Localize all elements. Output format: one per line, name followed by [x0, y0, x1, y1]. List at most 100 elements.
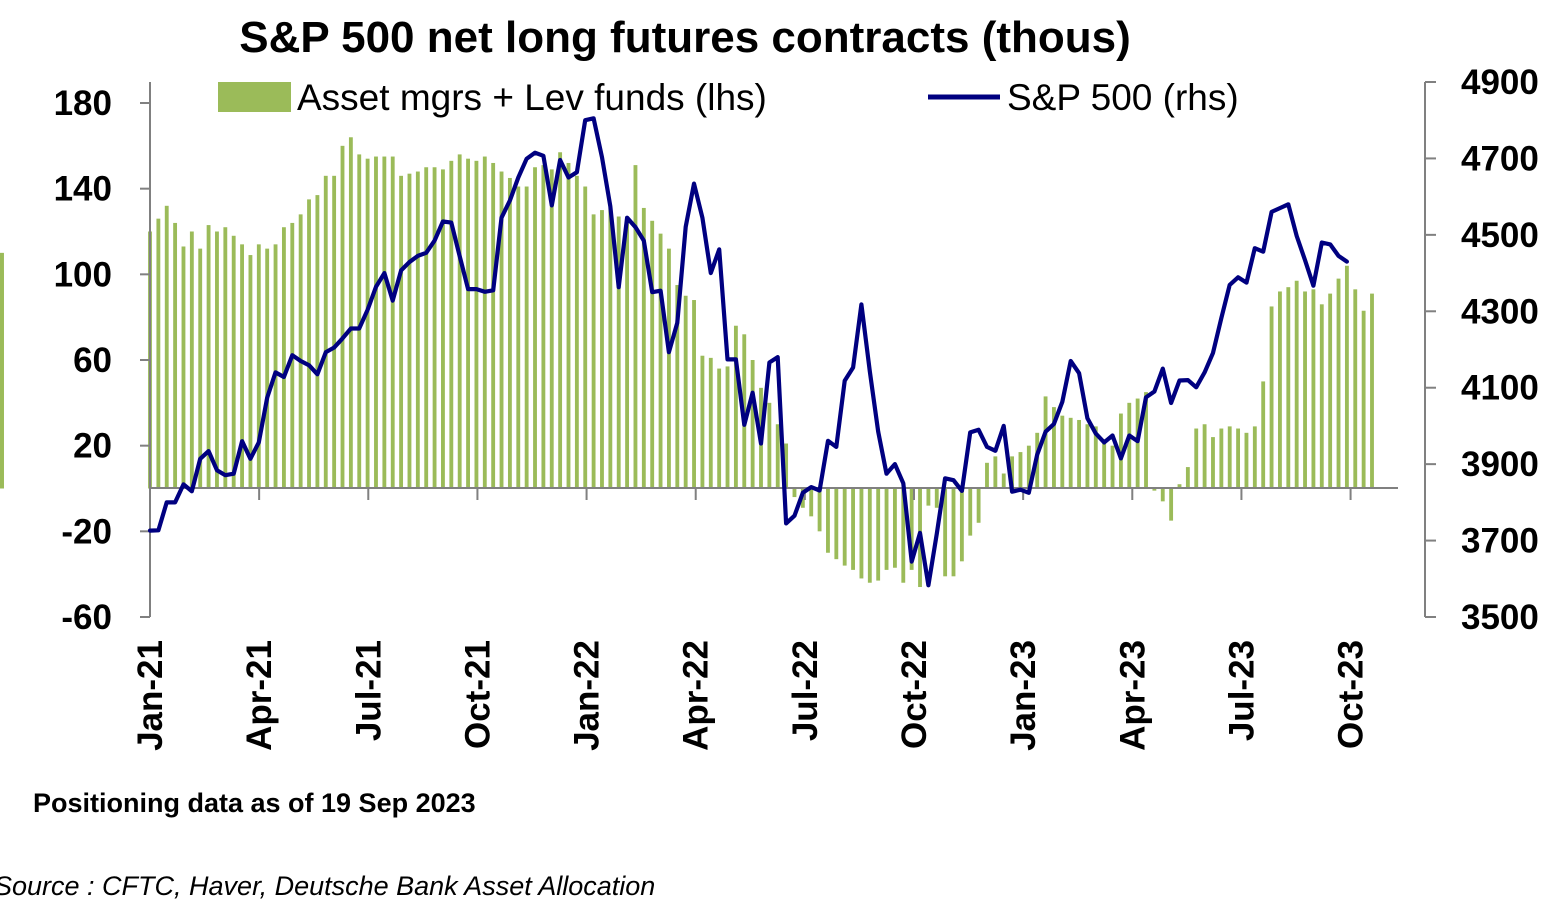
- bar: [1286, 287, 1291, 489]
- bar: [892, 488, 897, 568]
- positioning-note: Positioning data as of 19 Sep 2023: [33, 788, 476, 818]
- bar: [1135, 398, 1140, 489]
- bar: [884, 488, 889, 570]
- bar: [507, 177, 512, 489]
- bar: [156, 218, 161, 489]
- bar: [583, 186, 588, 489]
- bar: [206, 225, 211, 489]
- bar: [1026, 445, 1031, 489]
- bar: [415, 171, 420, 489]
- legend-bar-swatch: [218, 82, 291, 112]
- bar: [926, 488, 931, 506]
- bar: [1144, 392, 1148, 489]
- bar: [658, 233, 663, 489]
- bar: [1001, 473, 1006, 489]
- bar: [1328, 293, 1333, 489]
- bar: [407, 173, 412, 489]
- bar: [725, 366, 730, 489]
- bar: [993, 456, 998, 489]
- bar: [323, 175, 328, 489]
- x-ticks: Jan-21 Apr-21 Jul-21 Oct-21 Jan-22 Apr-22 Jul-…: [131, 488, 1371, 751]
- bar: [1370, 293, 1374, 489]
- bar: [1110, 445, 1115, 489]
- bar: [934, 488, 939, 508]
- chart-title: S&P 500 net long futures contracts (thou…: [239, 13, 1131, 62]
- bar: [574, 175, 579, 489]
- source-note: Source : CFTC, Haver, Deutsche Bank Asse…: [0, 871, 655, 901]
- bar: [0, 252, 4, 489]
- bar: [164, 205, 169, 489]
- bar: [792, 488, 797, 498]
- bar: [909, 488, 914, 570]
- bar: [1344, 265, 1349, 489]
- y-ticks-right: 4900 4700 4500 4300 4100 3900 3700 3500: [1425, 63, 1539, 637]
- x-tick-label: Jul-21: [349, 640, 388, 741]
- x-tick-label: Oct-21: [458, 640, 497, 749]
- bar: [298, 214, 303, 489]
- bar: [943, 488, 948, 577]
- bar: [1118, 413, 1123, 489]
- bar: [1353, 289, 1358, 489]
- legend: Asset mgrs + Lev funds (lhs) S&P 500 (rh…: [218, 77, 1239, 118]
- bar: [1269, 306, 1274, 489]
- bar: [1085, 424, 1090, 489]
- bar: [399, 175, 404, 489]
- y-left-tick-label: -20: [61, 512, 112, 551]
- bar: [625, 216, 630, 489]
- bar: [1052, 407, 1056, 489]
- x-tick-label: Apr-22: [677, 640, 716, 751]
- y-right-tick-label: 3700: [1461, 522, 1539, 561]
- bar: [1319, 304, 1324, 489]
- bar: [717, 368, 722, 489]
- y-right-tick-label: 3900: [1461, 445, 1539, 484]
- bar: [273, 244, 278, 489]
- bar: [976, 488, 981, 523]
- bar: [474, 160, 479, 489]
- bar: [265, 248, 270, 489]
- bar: [432, 167, 437, 489]
- bar: [867, 488, 872, 583]
- legend-line-label: S&P 500 (rhs): [1007, 77, 1239, 118]
- bar: [466, 158, 470, 489]
- bar: [223, 227, 228, 489]
- bar: [683, 295, 688, 489]
- bar-series: [0, 137, 1374, 588]
- bar: [1102, 439, 1107, 489]
- bar: [851, 488, 855, 570]
- bar: [1303, 291, 1307, 489]
- bar: [449, 160, 454, 489]
- x-tick-label: Jul-23: [1222, 640, 1261, 741]
- bar: [1202, 424, 1207, 489]
- bar: [1311, 289, 1316, 489]
- bar: [1278, 291, 1282, 489]
- bar: [1160, 488, 1165, 502]
- bar: [834, 488, 839, 560]
- bar: [1236, 428, 1241, 489]
- bar: [951, 488, 956, 577]
- bar: [231, 235, 236, 489]
- bar: [775, 424, 780, 489]
- bar: [1060, 415, 1065, 489]
- bar: [1093, 426, 1098, 489]
- bar: [809, 488, 814, 517]
- y-ticks-left: 180 140 100 60 20 -20 -60: [54, 84, 150, 637]
- bar: [1211, 437, 1215, 489]
- bar: [901, 488, 906, 583]
- y-left-tick-label: 180: [54, 84, 112, 123]
- bar: [541, 165, 546, 489]
- bar: [524, 186, 529, 489]
- bar: [1252, 426, 1257, 489]
- x-tick-label: Jan-23: [1004, 640, 1043, 751]
- x-tick-label: Jan-22: [568, 640, 607, 751]
- bar: [307, 199, 311, 489]
- x-tick-label: Jan-21: [131, 640, 170, 751]
- bar: [1244, 432, 1249, 489]
- bar: [608, 207, 613, 489]
- x-tick-label: Apr-23: [1113, 640, 1152, 751]
- bar: [817, 488, 822, 532]
- y-right-tick-label: 4900: [1461, 63, 1539, 102]
- bar: [616, 216, 621, 489]
- bar: [675, 285, 680, 489]
- bar: [315, 195, 320, 489]
- x-tick-label: Apr-21: [240, 640, 279, 751]
